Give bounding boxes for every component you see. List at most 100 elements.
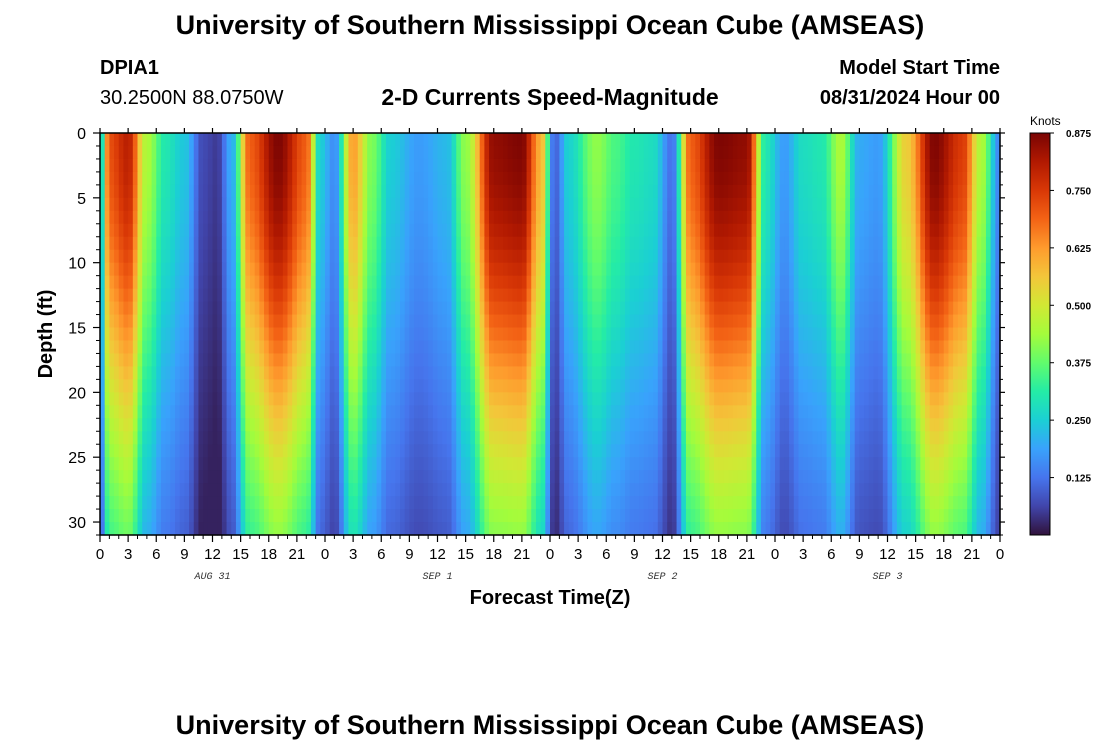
heatmap-cell	[240, 197, 246, 212]
heatmap-cell	[268, 210, 275, 225]
heatmap-cell	[446, 327, 453, 342]
heatmap-cell	[460, 133, 467, 147]
heatmap-cell	[737, 249, 743, 264]
heatmap-cell	[203, 392, 209, 406]
heatmap-cell	[381, 133, 387, 147]
heatmap-cell	[409, 236, 415, 251]
heatmap-cell	[625, 275, 631, 290]
heatmap-cell	[132, 379, 139, 393]
heatmap-cell	[535, 327, 542, 342]
heatmap-cell	[179, 197, 185, 212]
heatmap-cell	[775, 431, 781, 445]
heatmap-cell	[807, 418, 814, 432]
heatmap-cell	[409, 171, 415, 186]
heatmap-cell	[179, 392, 185, 406]
heatmap-cell	[376, 327, 382, 342]
heatmap-cell	[943, 301, 950, 316]
heatmap-cell	[381, 171, 387, 186]
heatmap-cell	[732, 327, 739, 342]
heatmap-cell	[109, 158, 115, 173]
heatmap-cell	[400, 392, 406, 406]
heatmap-cell	[582, 262, 589, 277]
heatmap-cell	[906, 366, 912, 380]
heatmap-cell	[648, 184, 654, 199]
heatmap-cell	[901, 431, 907, 445]
heatmap-cell	[906, 314, 912, 329]
heatmap-cell	[690, 392, 696, 406]
heatmap-cell	[207, 366, 214, 380]
heatmap-cell	[545, 327, 551, 342]
heatmap-cell	[404, 314, 410, 329]
heatmap-cell	[592, 366, 598, 380]
heatmap-cell	[615, 210, 621, 225]
heatmap-cell	[662, 314, 668, 329]
heatmap-cell	[310, 457, 317, 471]
heatmap-cell	[531, 392, 537, 406]
heatmap-cell	[156, 249, 162, 264]
heatmap-cell	[475, 353, 481, 368]
heatmap-cell	[667, 223, 673, 238]
heatmap-cell	[653, 431, 659, 445]
heatmap-cell	[240, 392, 246, 406]
heatmap-cell	[451, 457, 457, 471]
heatmap-cell	[690, 405, 696, 419]
heatmap-cell	[925, 133, 931, 147]
heatmap-cell	[175, 262, 181, 277]
heatmap-cell	[554, 366, 560, 380]
heatmap-cell	[442, 405, 448, 419]
heatmap-cell	[629, 314, 635, 329]
heatmap-cell	[390, 405, 396, 419]
heatmap-cell	[310, 418, 317, 432]
heatmap-cell	[428, 301, 434, 316]
heatmap-cell	[132, 262, 139, 277]
heatmap-cell	[198, 353, 204, 368]
heatmap-cell	[737, 288, 743, 303]
heatmap-cell	[535, 171, 542, 186]
heatmap-cell	[610, 145, 617, 160]
heatmap-cell	[629, 366, 635, 380]
heatmap-cell	[789, 431, 795, 445]
heatmap-cell	[339, 340, 345, 355]
heatmap-cell	[676, 288, 682, 303]
heatmap-cell	[437, 301, 443, 316]
heatmap-cell	[409, 275, 415, 290]
heatmap-cell	[132, 275, 139, 290]
heatmap-cell	[840, 158, 846, 173]
heatmap-cell	[442, 379, 448, 393]
heatmap-cell	[803, 431, 809, 445]
heatmap-cell	[601, 197, 607, 212]
heatmap-cell	[643, 314, 650, 329]
heatmap-cell	[282, 133, 289, 147]
heatmap-cell	[840, 210, 846, 225]
heatmap-cell	[854, 236, 860, 251]
heatmap-cell	[404, 444, 410, 458]
heatmap-cell	[610, 171, 617, 186]
heatmap-cell	[662, 327, 668, 342]
heatmap-cell	[573, 301, 579, 316]
heatmap-cell	[629, 405, 635, 419]
heatmap-cell	[128, 431, 134, 445]
heatmap-cell	[287, 366, 293, 380]
heatmap-cell	[723, 184, 729, 199]
heatmap-cell	[934, 288, 940, 303]
heatmap-cell	[278, 314, 284, 329]
heatmap-cell	[770, 236, 776, 251]
heatmap-cell	[606, 392, 612, 406]
heatmap-cell	[831, 366, 837, 380]
heatmap-cell	[770, 301, 776, 316]
heatmap-cell	[925, 145, 931, 160]
heatmap-cell	[390, 184, 396, 199]
heatmap-cell	[118, 262, 125, 277]
heatmap-cell	[967, 197, 973, 212]
heatmap-cell	[971, 184, 978, 199]
heatmap-cell	[521, 457, 528, 471]
heatmap-cell	[939, 171, 945, 186]
heatmap-cell	[325, 340, 331, 355]
heatmap-cell	[123, 353, 129, 368]
heatmap-cell	[465, 301, 471, 316]
heatmap-cell	[634, 249, 640, 264]
heatmap-cell	[114, 288, 120, 303]
heatmap-cell	[207, 288, 214, 303]
heatmap-cell	[123, 444, 129, 458]
heatmap-cell	[868, 444, 875, 458]
